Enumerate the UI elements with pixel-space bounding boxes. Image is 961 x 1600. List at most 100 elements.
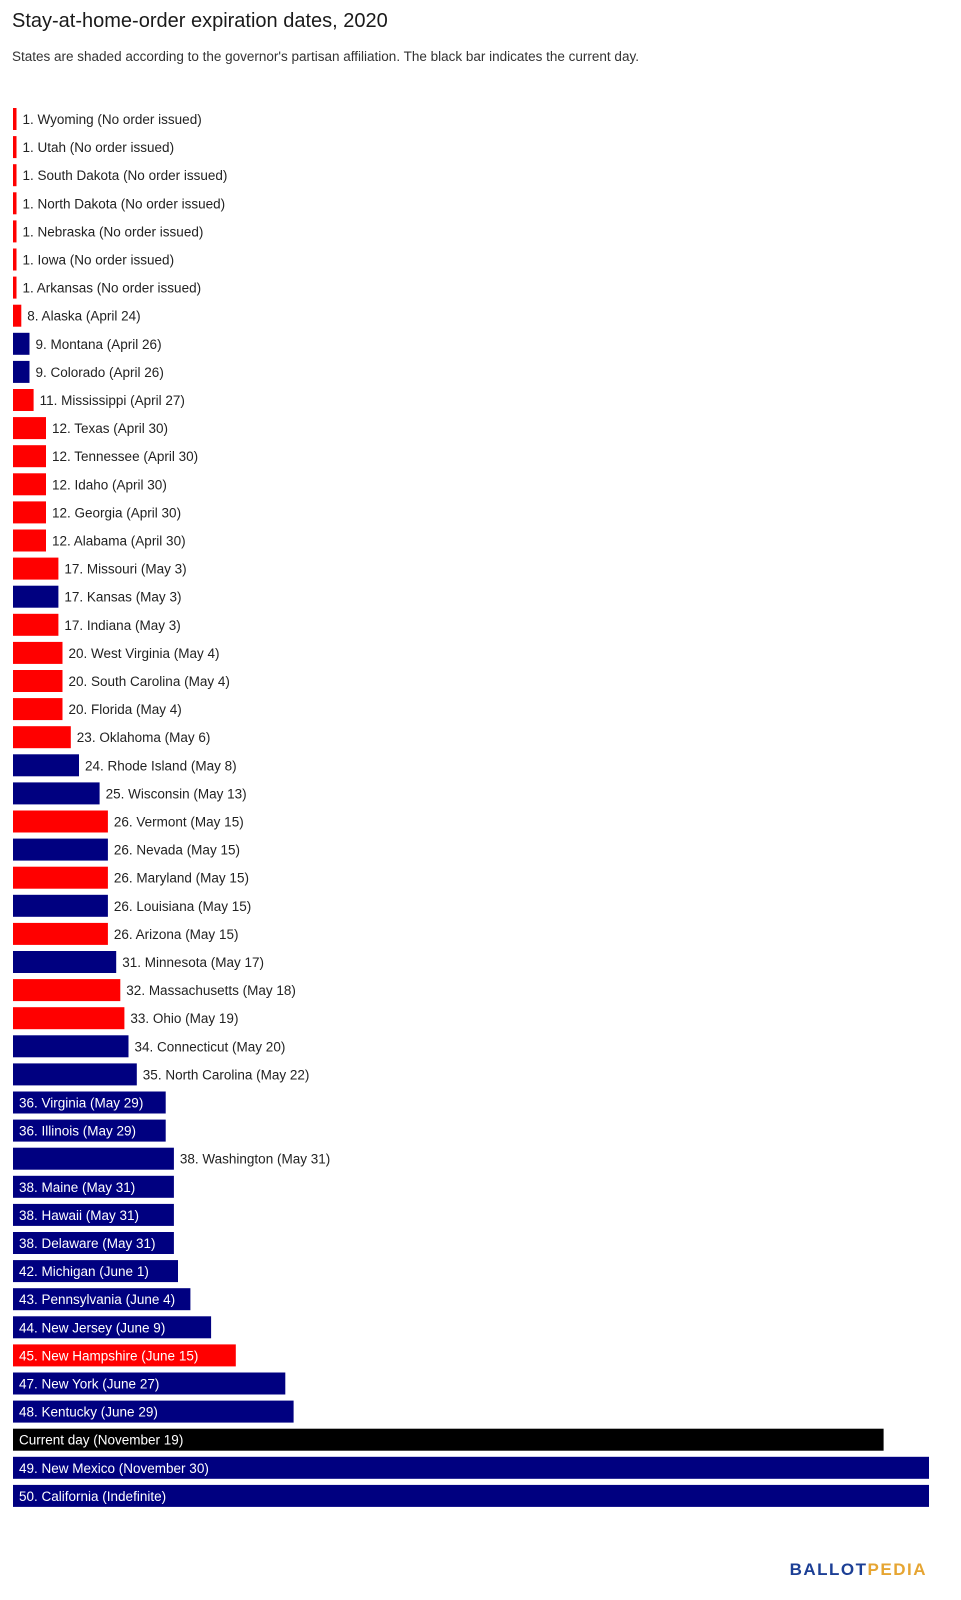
bar bbox=[13, 1428, 884, 1451]
bar-label: 1. Nebraska (No order issued) bbox=[23, 224, 204, 239]
bar-label: 38. Hawaii (May 31) bbox=[19, 1208, 139, 1223]
bar bbox=[13, 529, 46, 552]
bar-label: 1. Arkansas (No order issued) bbox=[23, 281, 202, 296]
bar-label: 1. Wyoming (No order issued) bbox=[23, 112, 202, 127]
bar bbox=[13, 838, 108, 861]
bar-label: 35. North Carolina (May 22) bbox=[143, 1067, 310, 1082]
bar bbox=[13, 1232, 174, 1254]
bar bbox=[13, 782, 100, 805]
bar-label: 12. Tennessee (April 30) bbox=[52, 449, 198, 464]
ballotpedia-logo: BALLOTPEDIA bbox=[790, 1560, 927, 1580]
bar-chart: 1. Wyoming (No order issued) 1. Utah (No … bbox=[13, 108, 929, 1507]
bar-label: 12. Idaho (April 30) bbox=[52, 477, 167, 492]
bar bbox=[13, 108, 17, 130]
bar-label: 50. California (Indefinite) bbox=[19, 1489, 166, 1504]
bar-label: 11. Mississippi (April 27) bbox=[40, 393, 185, 408]
bar-label: 26. Louisiana (May 15) bbox=[114, 899, 251, 914]
bar bbox=[13, 1175, 174, 1198]
bar-label: 34. Connecticut (May 20) bbox=[135, 1039, 286, 1054]
bar bbox=[13, 445, 46, 468]
bar-label: 20. South Carolina (May 4) bbox=[69, 674, 230, 689]
bar-label: 38. Delaware (May 31) bbox=[19, 1236, 156, 1251]
bar bbox=[13, 1456, 929, 1479]
bar-label: 48. Kentucky (June 29) bbox=[19, 1405, 158, 1420]
bar-label: 9. Colorado (April 26) bbox=[36, 365, 164, 380]
bar-label: 17. Indiana (May 3) bbox=[64, 618, 180, 633]
bar bbox=[13, 1260, 178, 1283]
bar bbox=[13, 276, 17, 299]
bar bbox=[13, 1203, 174, 1226]
bar-label: 26. Vermont (May 15) bbox=[114, 815, 244, 830]
bar bbox=[13, 613, 59, 636]
bar bbox=[13, 248, 17, 271]
bar bbox=[13, 220, 17, 243]
bar bbox=[13, 979, 121, 1002]
bar-label: 1. North Dakota (No order issued) bbox=[23, 196, 226, 211]
bar-label: 24. Rhode Island (May 8) bbox=[85, 758, 237, 773]
bar bbox=[13, 1316, 212, 1339]
bar bbox=[13, 1484, 929, 1507]
bar-label: 33. Ohio (May 19) bbox=[130, 1011, 238, 1026]
bar-label: 1. South Dakota (No order issued) bbox=[23, 168, 228, 183]
bar bbox=[13, 389, 34, 411]
bar bbox=[13, 360, 30, 383]
bar bbox=[13, 1035, 129, 1058]
bar-label: 9. Montana (April 26) bbox=[36, 337, 162, 352]
bar bbox=[13, 332, 30, 355]
bar-label: 8. Alaska (April 24) bbox=[27, 309, 140, 324]
bar bbox=[13, 1119, 166, 1142]
bar-label: 26. Arizona (May 15) bbox=[114, 927, 239, 942]
bar bbox=[13, 726, 71, 749]
bar bbox=[13, 164, 17, 187]
bar bbox=[13, 585, 59, 608]
bar bbox=[13, 754, 79, 777]
bar bbox=[13, 894, 108, 917]
logo-part-ballot: BALLOT bbox=[789, 1560, 868, 1579]
bar-label: 45. New Hampshire (June 15) bbox=[19, 1348, 198, 1363]
bar-label: 1. Utah (No order issued) bbox=[23, 140, 175, 155]
bar-label: 36. Illinois (May 29) bbox=[19, 1124, 136, 1139]
bar-label: 12. Texas (April 30) bbox=[52, 421, 168, 436]
bar bbox=[13, 1091, 166, 1114]
bar-label: 17. Missouri (May 3) bbox=[64, 562, 186, 577]
bar-label: 12. Georgia (April 30) bbox=[52, 505, 181, 520]
bar bbox=[13, 641, 63, 664]
bar-label: 42. Michigan (June 1) bbox=[19, 1264, 149, 1279]
bar bbox=[13, 1147, 174, 1170]
bar-label: 1. Iowa (No order issued) bbox=[23, 253, 175, 268]
bar bbox=[13, 698, 63, 721]
bar bbox=[13, 670, 63, 692]
bar-label: 31. Minnesota (May 17) bbox=[122, 955, 264, 970]
bar-label: 20. Florida (May 4) bbox=[69, 702, 182, 717]
bar-label: 12. Alabama (April 30) bbox=[52, 534, 186, 549]
bar-label: 20. West Virginia (May 4) bbox=[69, 646, 220, 661]
logo-part-pedia: PEDIA bbox=[867, 1560, 927, 1579]
bar-label: 23. Oklahoma (May 6) bbox=[77, 730, 211, 745]
bar bbox=[13, 1344, 236, 1367]
bar bbox=[13, 1007, 125, 1030]
bar bbox=[13, 1400, 294, 1423]
bar bbox=[13, 136, 17, 159]
bar-label: 26. Maryland (May 15) bbox=[114, 871, 249, 886]
chart-subtitle: States are shaded according to the gover… bbox=[12, 49, 639, 64]
bar-label: 32. Massachusetts (May 18) bbox=[126, 983, 296, 998]
bar bbox=[13, 810, 108, 833]
bar-label: 38. Maine (May 31) bbox=[19, 1180, 135, 1195]
bar bbox=[13, 1288, 191, 1311]
bar-label: 26. Nevada (May 15) bbox=[114, 843, 240, 858]
bar-label: 49. New Mexico (November 30) bbox=[19, 1461, 209, 1476]
bar-label: 47. New York (June 27) bbox=[19, 1377, 159, 1392]
bar-label: 17. Kansas (May 3) bbox=[64, 590, 181, 605]
bar bbox=[13, 192, 17, 215]
bar bbox=[13, 922, 108, 945]
bar-label: 43. Pennsylvania (June 4) bbox=[19, 1292, 175, 1307]
bar-label: 25. Wisconsin (May 13) bbox=[106, 786, 247, 801]
bar bbox=[13, 473, 46, 496]
chart-title: Stay-at-home-order expiration dates, 202… bbox=[12, 10, 388, 32]
bar-label: 38. Washington (May 31) bbox=[180, 1152, 330, 1167]
bar bbox=[13, 501, 46, 524]
bar bbox=[13, 1372, 286, 1395]
bar bbox=[13, 304, 22, 327]
bar bbox=[13, 1063, 137, 1086]
bar bbox=[13, 557, 59, 580]
